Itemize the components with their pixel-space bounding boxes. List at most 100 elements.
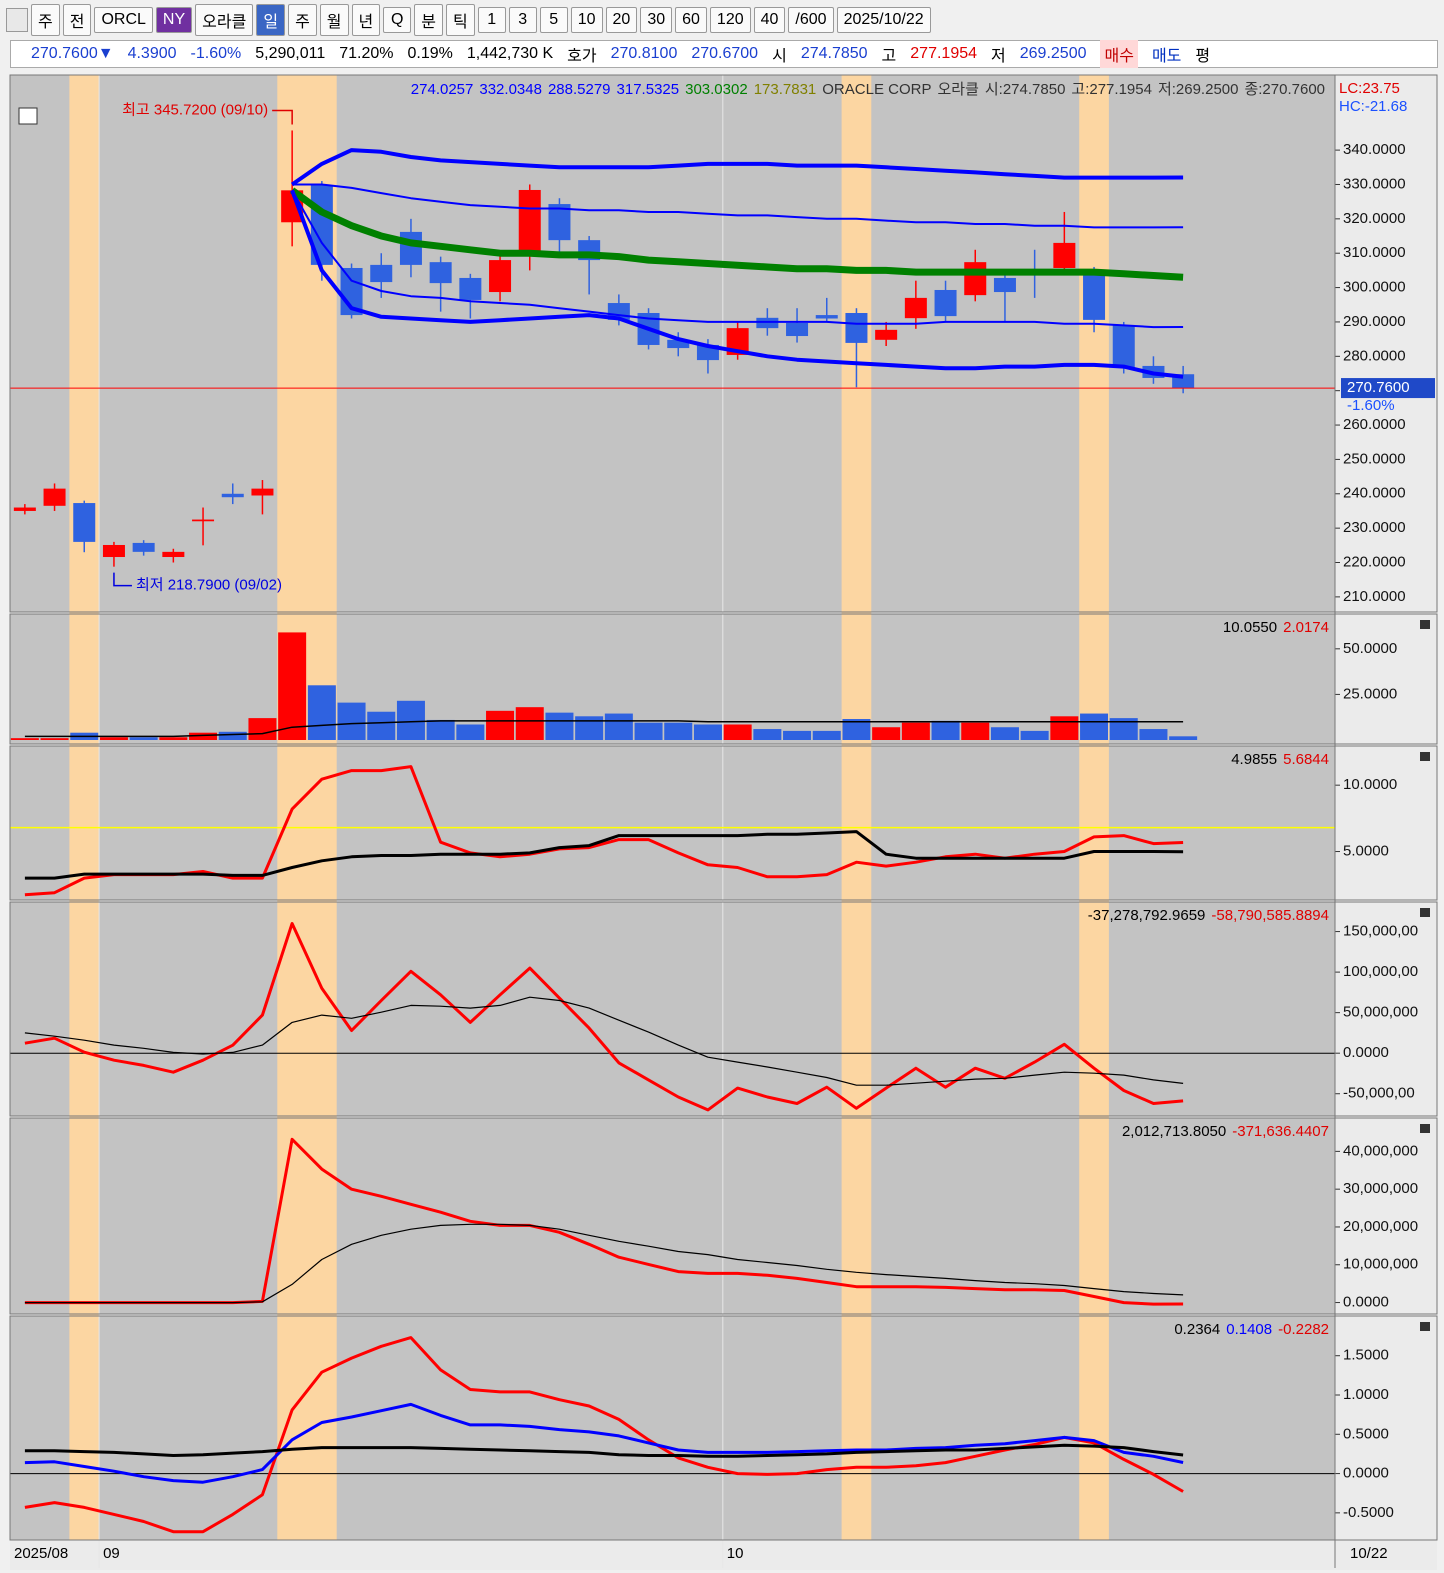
- volume-bar: [189, 732, 218, 740]
- volume-bar: [634, 722, 663, 740]
- y-tick-label: 340.0000: [1343, 141, 1406, 158]
- panel-close[interactable]: [1420, 908, 1430, 917]
- volume-bar: [426, 719, 455, 740]
- candle-body: [875, 329, 898, 340]
- tool-button[interactable]: 120: [709, 7, 751, 33]
- price-header: 274.0257 332.0348 288.5279 317.5325 303.0302…: [411, 81, 1325, 98]
- tool-button[interactable]: /600: [788, 7, 834, 33]
- volume-bar: [486, 710, 515, 740]
- header-item: ORACLE CORP: [822, 81, 931, 98]
- legend-value: 10.0550: [1223, 619, 1277, 636]
- tool-button[interactable]: 30: [640, 7, 673, 33]
- series-line: [24, 1223, 1184, 1304]
- last-price-box: [1341, 378, 1435, 399]
- panel-border: [9, 613, 1438, 745]
- tool-button[interactable]: 주: [31, 4, 60, 36]
- quote-field: 269.2500: [1019, 45, 1087, 62]
- panel-close[interactable]: [1420, 1124, 1430, 1133]
- header-item: 173.7831: [754, 81, 817, 98]
- series-line: [24, 1336, 1184, 1534]
- y-tick-label: 1.5000: [1343, 1347, 1389, 1364]
- tool-button[interactable]: ORCL: [94, 7, 153, 33]
- tool-button[interactable]: 40: [753, 7, 786, 33]
- candle-body: [845, 313, 868, 343]
- grid-icon[interactable]: [18, 107, 38, 125]
- tool-button[interactable]: 월: [319, 4, 349, 36]
- quote-field: 시: [772, 48, 787, 65]
- volume-bar: [1169, 736, 1198, 740]
- y-tick-label: 320.0000: [1343, 210, 1406, 227]
- y-tick-label: 210.0000: [1343, 588, 1406, 605]
- volume-bar: [842, 719, 871, 740]
- quote-field: 5,290,011: [255, 45, 326, 62]
- header-item: 288.5279: [548, 81, 611, 98]
- panel-legend: -37,278,792.9659 -58,790,585.8894: [1088, 907, 1329, 924]
- tool-button[interactable]: 틱: [446, 4, 475, 36]
- tool-button[interactable]: 일: [256, 4, 286, 36]
- tool-button[interactable]: 전: [62, 4, 92, 36]
- candle-body: [934, 289, 957, 317]
- volume-bar: [575, 716, 604, 740]
- quote-field: 270.7600▼: [31, 45, 114, 62]
- tool-button[interactable]: 10: [570, 7, 603, 33]
- candle-body: [815, 315, 838, 319]
- volume-bar: [901, 722, 930, 740]
- x-tick-label: 09: [103, 1545, 120, 1562]
- legend-value: 0.2364: [1174, 1321, 1220, 1338]
- quote-field: 평: [1195, 48, 1211, 65]
- quote-field: 매수: [1100, 40, 1138, 68]
- max-arrow: [272, 109, 293, 125]
- legend-value: 5.6844: [1283, 751, 1329, 768]
- tool-button[interactable]: 분: [414, 4, 443, 36]
- y-tick-label: 1.0000: [1343, 1386, 1389, 1403]
- y-tick-label: 0.5000: [1343, 1425, 1389, 1442]
- volume-bar: [783, 730, 812, 740]
- plot-background: [10, 746, 1335, 900]
- tool-button[interactable]: 오라클: [195, 4, 254, 36]
- volume-bar: [10, 738, 39, 740]
- panel-close[interactable]: [1420, 1322, 1430, 1331]
- min-arrow: [113, 572, 132, 587]
- series-line: [292, 183, 1184, 229]
- volume-bar: [990, 727, 1019, 740]
- series-line: [290, 148, 1184, 187]
- y-tick-label: 330.0000: [1343, 175, 1406, 192]
- tool-button[interactable]: 3: [508, 7, 537, 33]
- panel-close[interactable]: [1420, 620, 1430, 629]
- tool-button[interactable]: Q: [383, 7, 412, 33]
- window-icon[interactable]: [6, 8, 28, 32]
- highlight-column: [69, 75, 100, 1540]
- y-tick-label: 310.0000: [1343, 244, 1406, 261]
- volume-bar: [931, 720, 960, 740]
- candle-body: [192, 519, 215, 522]
- volume-bar: [753, 729, 782, 740]
- volume-bar: [723, 724, 752, 740]
- tool-button[interactable]: 20: [605, 7, 638, 33]
- volume-bar: [456, 724, 485, 740]
- series-line: [290, 187, 1184, 281]
- y-tick-label: 0.0000: [1343, 1294, 1389, 1311]
- axis-note: LC:23.75: [1339, 80, 1400, 97]
- tool-button[interactable]: 2025/10/22: [836, 7, 931, 33]
- candle-body: [1112, 325, 1135, 368]
- candle-body: [162, 551, 185, 558]
- tool-button[interactable]: 주: [288, 4, 317, 36]
- candle-body: [548, 204, 571, 241]
- candle-body: [102, 544, 125, 558]
- axis-background: [1335, 75, 1437, 612]
- panel-close[interactable]: [1420, 752, 1430, 761]
- tool-button[interactable]: 5: [539, 7, 568, 33]
- volume-bar: [1080, 713, 1109, 740]
- tool-button[interactable]: 1: [477, 7, 506, 33]
- tool-button[interactable]: 60: [675, 7, 707, 33]
- header-item: 274.0257: [411, 81, 474, 98]
- tool-button[interactable]: NY: [155, 7, 193, 33]
- header-item: 332.0348: [479, 81, 542, 98]
- x-tick-label: 10: [727, 1545, 744, 1562]
- quote-field: 매도: [1151, 48, 1182, 65]
- tool-button[interactable]: 년: [351, 4, 381, 36]
- legend-value: -0.2282: [1278, 1321, 1329, 1338]
- candle-body: [904, 297, 927, 319]
- volume-bar: [545, 712, 574, 740]
- y-tick-label: 50,000,000: [1343, 1004, 1418, 1021]
